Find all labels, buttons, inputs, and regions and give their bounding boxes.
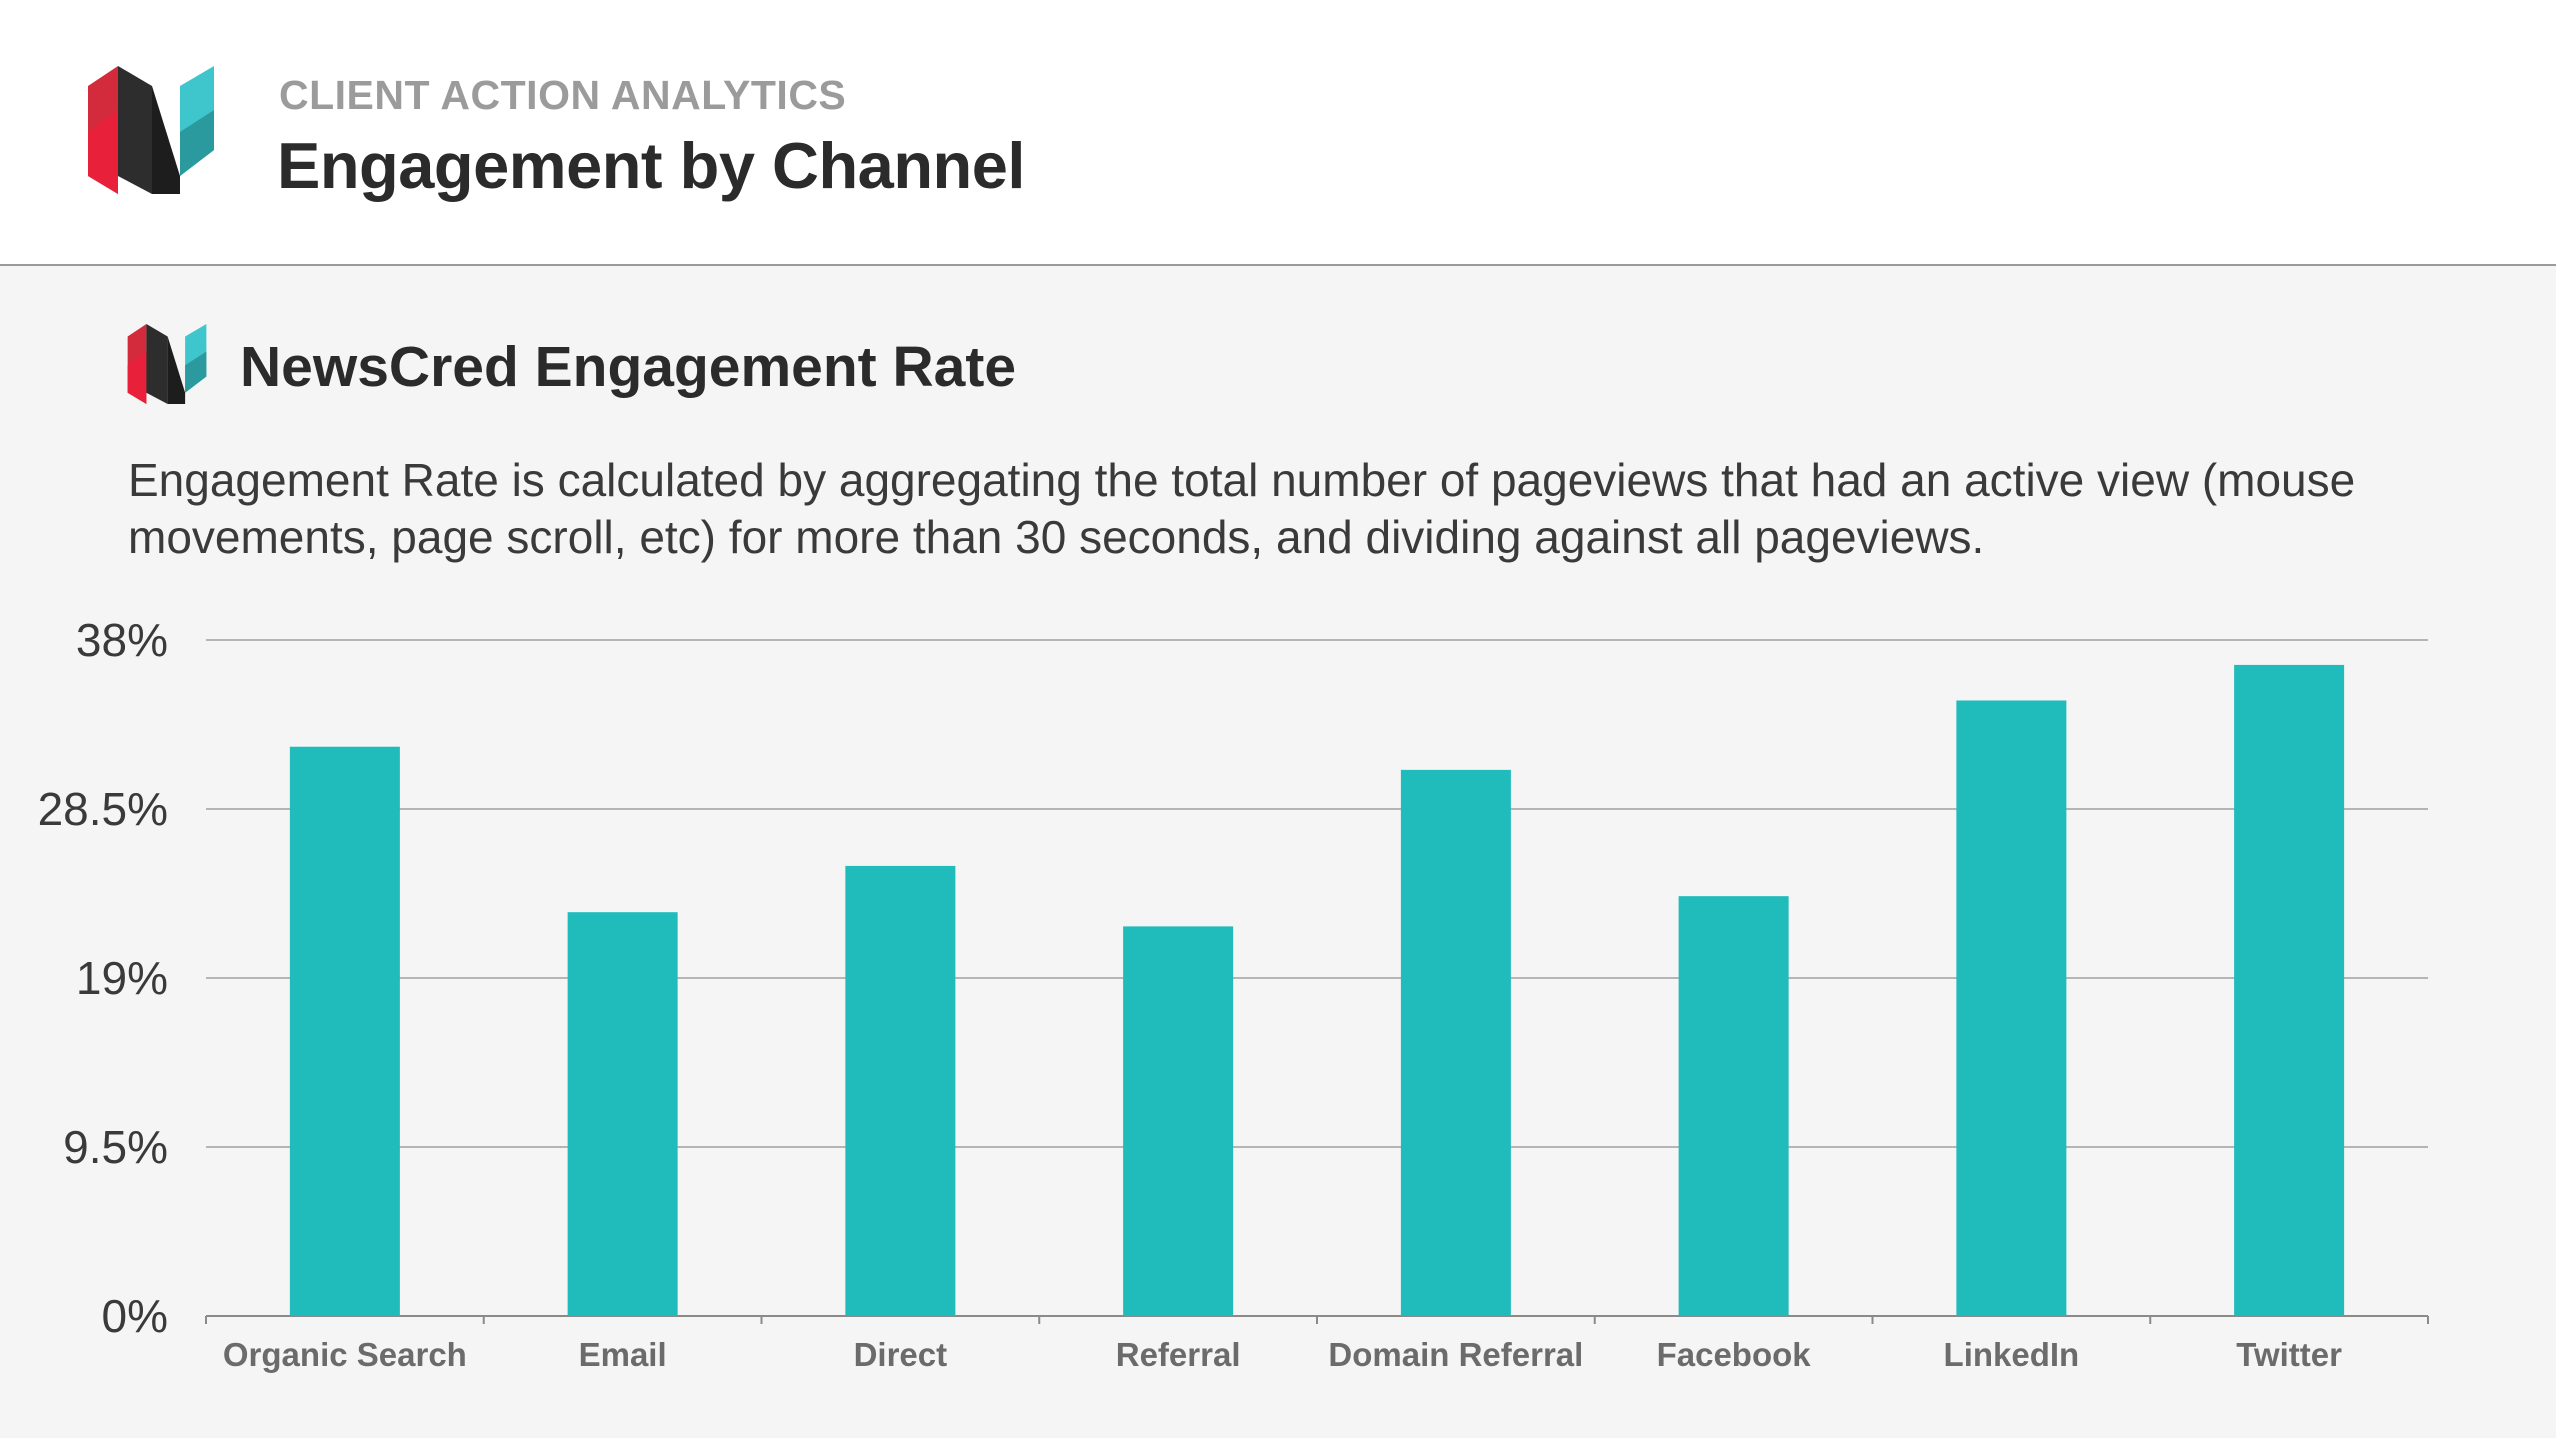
bar-linkedin [1956,700,2067,1316]
x-category-label: Direct [854,1336,948,1373]
header-eyebrow: CLIENT ACTION ANALYTICS [279,72,847,118]
y-tick-label: 19% [76,952,168,1004]
x-category-label: Organic Search [223,1336,467,1373]
section-description: Engagement Rate is calculated by aggrega… [128,454,2356,563]
y-tick-label: 9.5% [63,1121,168,1173]
bar-direct [845,865,956,1316]
x-category-label: LinkedIn [1944,1336,2080,1373]
newscred-logo-icon [127,324,207,404]
bar-organic-search [289,746,400,1316]
engagement-bar-chart: 0% 9.5% 19% 28.5% 38% Organic Search Email Dire… [0,600,2556,1400]
bar-email [567,912,678,1316]
y-tick-label: 38% [76,614,168,666]
x-category-label: Referral [1116,1336,1241,1373]
x-category-label: Email [579,1336,667,1373]
x-category-label: Facebook [1657,1336,1812,1373]
bar-twitter [2234,664,2345,1316]
chart-svg: 0% 9.5% 19% 28.5% 38% Organic Search Email Dire… [38,614,2429,1373]
x-category-label: Twitter [2236,1336,2342,1373]
y-tick-label: 0% [102,1290,168,1342]
x-category-label: Domain Referral [1328,1336,1583,1373]
bar-referral [1123,926,1234,1316]
bar-facebook [1678,896,1789,1316]
section-title: NewsCred Engagement Rate [240,335,1017,399]
bar-domain-referral [1400,769,1511,1316]
newscred-logo-icon [88,66,214,194]
header: CLIENT ACTION ANALYTICS Engagement by Ch… [0,0,2556,266]
y-tick-label: 28.5% [38,783,168,835]
page-title: Engagement by Channel [277,129,1025,202]
